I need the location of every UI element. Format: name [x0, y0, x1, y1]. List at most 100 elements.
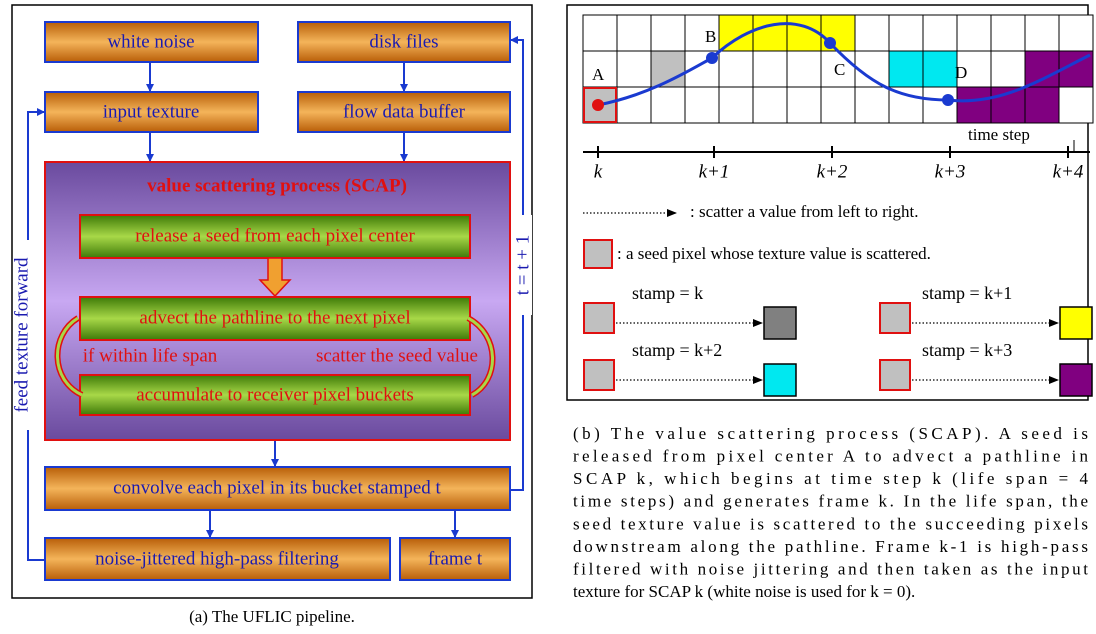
- box: [44, 466, 511, 511]
- tick-label: k+1: [699, 161, 730, 182]
- caption: (a) The UFLIC pipeline.: [189, 607, 355, 626]
- pixel-cell: [752, 14, 788, 52]
- box: [399, 537, 511, 581]
- path-point: [824, 37, 836, 49]
- pixel-cell: [616, 50, 652, 88]
- step-label: advect the pathline to the next pixel: [139, 307, 410, 328]
- loop-label: if within life span: [83, 345, 218, 366]
- point-label: D: [955, 63, 967, 82]
- point-label: B: [705, 27, 716, 46]
- caption-line: texture for SCAP k (white noise is used …: [573, 582, 915, 601]
- seed-cell: [583, 87, 617, 123]
- path-point: [942, 94, 954, 106]
- pixel-cell: [922, 86, 958, 124]
- seed-swatch: [583, 359, 615, 391]
- legend-text: : a seed pixel whose texture value is sc…: [617, 244, 931, 263]
- tick-label: k+3: [935, 161, 966, 182]
- stamp-swatch: [1059, 306, 1093, 340]
- pixel-cell: [650, 14, 686, 52]
- stamp-legend: stamp = k stamp = k+1 stamp = k+2 stamp = k…: [583, 283, 1093, 397]
- seed-swatch: [879, 302, 911, 334]
- node-label: input texture: [103, 101, 200, 122]
- stamp-swatch: [763, 363, 797, 397]
- loop-label: scatter the seed value: [316, 345, 478, 366]
- pixel-cell: [718, 14, 754, 52]
- caption-line: (b) The value scattering process (SCAP).…: [573, 424, 1088, 443]
- stamp-label: stamp = k+2: [632, 340, 722, 360]
- caption: (b) The value scattering process (SCAP).…: [573, 424, 1089, 601]
- node-label: disk files: [369, 31, 438, 52]
- time-ticks: k k+1 k+2 k+3 k+4: [594, 146, 1084, 182]
- step-box: [79, 374, 471, 416]
- label-bg: [514, 215, 532, 315]
- point-label: C: [834, 60, 845, 79]
- caption-line: released from pixel center A to advect a…: [573, 447, 1089, 466]
- pixel-cell: [718, 86, 754, 124]
- node-label: white noise: [107, 31, 194, 52]
- caption-line: seed texture value is scattered to the s…: [573, 514, 1088, 533]
- box: [44, 537, 391, 581]
- pixel-cell: [888, 86, 924, 124]
- pixel-cell: [786, 86, 822, 124]
- seed-swatch: [879, 359, 911, 391]
- step-label: accumulate to receiver pixel buckets: [136, 384, 413, 405]
- pixel-cell: [684, 14, 720, 52]
- pixel-cell: [922, 50, 958, 88]
- scap-title: value scattering process (SCAP): [147, 175, 407, 196]
- pixel-cell: [956, 14, 992, 52]
- seed-swatch: [583, 239, 613, 269]
- stamp-label: stamp = k: [632, 283, 703, 303]
- stamp-label: stamp = k+3: [922, 340, 1012, 360]
- pixel-grid: [582, 14, 1094, 124]
- box: [297, 91, 511, 133]
- tick-label: k+4: [1053, 161, 1084, 182]
- pixel-cell: [752, 50, 788, 88]
- panel-b-frame: [566, 4, 1089, 401]
- tick-label: k: [594, 161, 603, 182]
- label-bg: [14, 240, 32, 430]
- pixel-cell: [616, 86, 652, 124]
- point-label: A: [592, 65, 605, 84]
- caption-line: time steps) and generates frame k. In th…: [573, 492, 1088, 511]
- seed-swatch: [583, 302, 615, 334]
- pixel-cell: [786, 50, 822, 88]
- step-box: [79, 296, 471, 341]
- step-label: release a seed from each pixel center: [135, 225, 415, 246]
- pixel-cell: [820, 86, 856, 124]
- node-label: convolve each pixel in its bucket stampe…: [113, 477, 441, 498]
- stamp-label: stamp = k+1: [922, 283, 1012, 303]
- pixel-cell: [650, 86, 686, 124]
- feedback-label: t = t + 1: [512, 235, 533, 296]
- pixel-cell: [888, 50, 924, 88]
- path-point: [706, 52, 718, 64]
- box: [44, 91, 259, 133]
- legend-text: : scatter a value from left to right.: [690, 202, 918, 221]
- pixel-cell: [718, 50, 754, 88]
- pixel-cell: [1058, 86, 1094, 124]
- caption-line: SCAP k, which begins at time step k (lif…: [573, 469, 1089, 488]
- pixel-cell: [1058, 14, 1094, 52]
- pixel-cell: [1024, 50, 1060, 88]
- tick-label: k+2: [817, 161, 848, 182]
- pixel-cell: [1024, 14, 1060, 52]
- axis-label: time step: [968, 125, 1030, 144]
- pixel-cell: [990, 50, 1026, 88]
- node-label: frame t: [428, 548, 483, 569]
- pixel-cell: [956, 86, 992, 124]
- pixel-cell: [582, 14, 618, 52]
- step-box: [79, 214, 471, 259]
- node-label: flow data buffer: [343, 101, 466, 122]
- flow-arrow: [258, 257, 292, 298]
- stamp-swatch: [763, 306, 797, 340]
- pixel-cell: [752, 86, 788, 124]
- seed-point: [592, 99, 604, 111]
- pixel-cell: [922, 14, 958, 52]
- node-label: noise-jittered high-pass filtering: [95, 548, 339, 569]
- stamp-swatch: [1059, 363, 1093, 397]
- loop-arrow: [56, 316, 83, 397]
- feedback-label: feed texture forward: [11, 257, 32, 413]
- pixel-cell: [684, 86, 720, 124]
- pixel-cell: [990, 14, 1026, 52]
